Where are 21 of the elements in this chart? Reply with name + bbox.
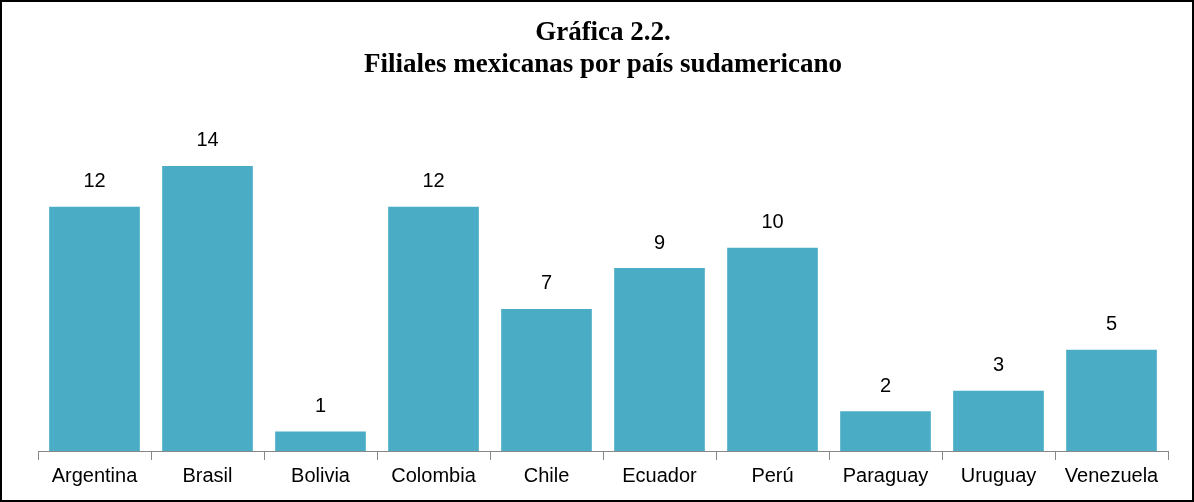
data-label: 9: [653, 230, 666, 253]
x-tick-label: Chile: [523, 463, 570, 486]
x-tick-label: Paraguay: [842, 463, 929, 486]
data-label: 10: [761, 210, 784, 233]
data-label: 3: [992, 353, 1005, 376]
x-tick-label: Argentina: [51, 463, 139, 486]
data-label: 7: [540, 271, 553, 294]
x-tick-label: Bolivia: [291, 463, 351, 486]
x-tick-label: Venezuela: [1064, 463, 1160, 486]
data-label: 14: [196, 128, 219, 151]
data-label: 2: [879, 373, 892, 396]
x-tick-label: Colombia: [391, 463, 477, 486]
data-label: 1: [314, 394, 327, 417]
data-label: 5: [1105, 312, 1118, 335]
x-tick-label: Ecuador: [622, 463, 698, 486]
x-tick-label: Perú: [751, 463, 794, 486]
chart-title: Gráfica 2.2. Filiales mexicanas por país sudamericano: [363, 16, 843, 78]
data-label: 12: [83, 169, 106, 192]
x-tick-label: Brasil: [182, 463, 233, 486]
x-tick-label: Uruguay: [960, 463, 1037, 486]
data-label: 12: [422, 169, 445, 192]
